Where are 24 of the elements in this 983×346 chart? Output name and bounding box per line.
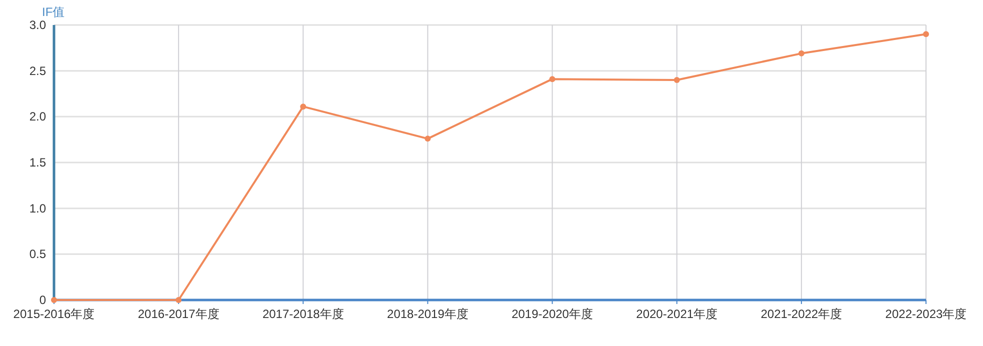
- point: [424, 136, 431, 142]
- y-tick-label: 2.5: [29, 64, 46, 78]
- x-tick-label: 2019-2020年度: [512, 307, 593, 321]
- point: [176, 297, 182, 303]
- x-tick-label: 2022-2023年度: [885, 307, 967, 321]
- y-tick-label: 0.5: [29, 247, 46, 262]
- y-tick-label: 3.0: [29, 18, 46, 32]
- x-tick-label: 2015-2016年度: [13, 307, 95, 321]
- y-tick-label: 1.5: [29, 156, 46, 170]
- y-tick-label: 2.0: [29, 110, 46, 124]
- point: [798, 50, 804, 56]
- point: [51, 297, 57, 303]
- x-tick-label: 2018-2019年度: [387, 307, 468, 321]
- y-axis-title: IF值: [42, 5, 65, 19]
- x-tick-label: 2021-2022年度: [760, 307, 842, 321]
- point: [300, 104, 306, 110]
- x-tick-label: 2020-2021年度: [636, 307, 718, 321]
- y-tick-label: 1.0: [29, 201, 46, 216]
- point: [674, 77, 680, 83]
- point: [549, 76, 556, 82]
- x-tick-label: 2017-2018年度: [262, 307, 344, 321]
- y-tick-label: 0: [39, 293, 46, 307]
- point: [923, 31, 929, 38]
- x-tick-label: 2016-2017年度: [138, 307, 220, 321]
